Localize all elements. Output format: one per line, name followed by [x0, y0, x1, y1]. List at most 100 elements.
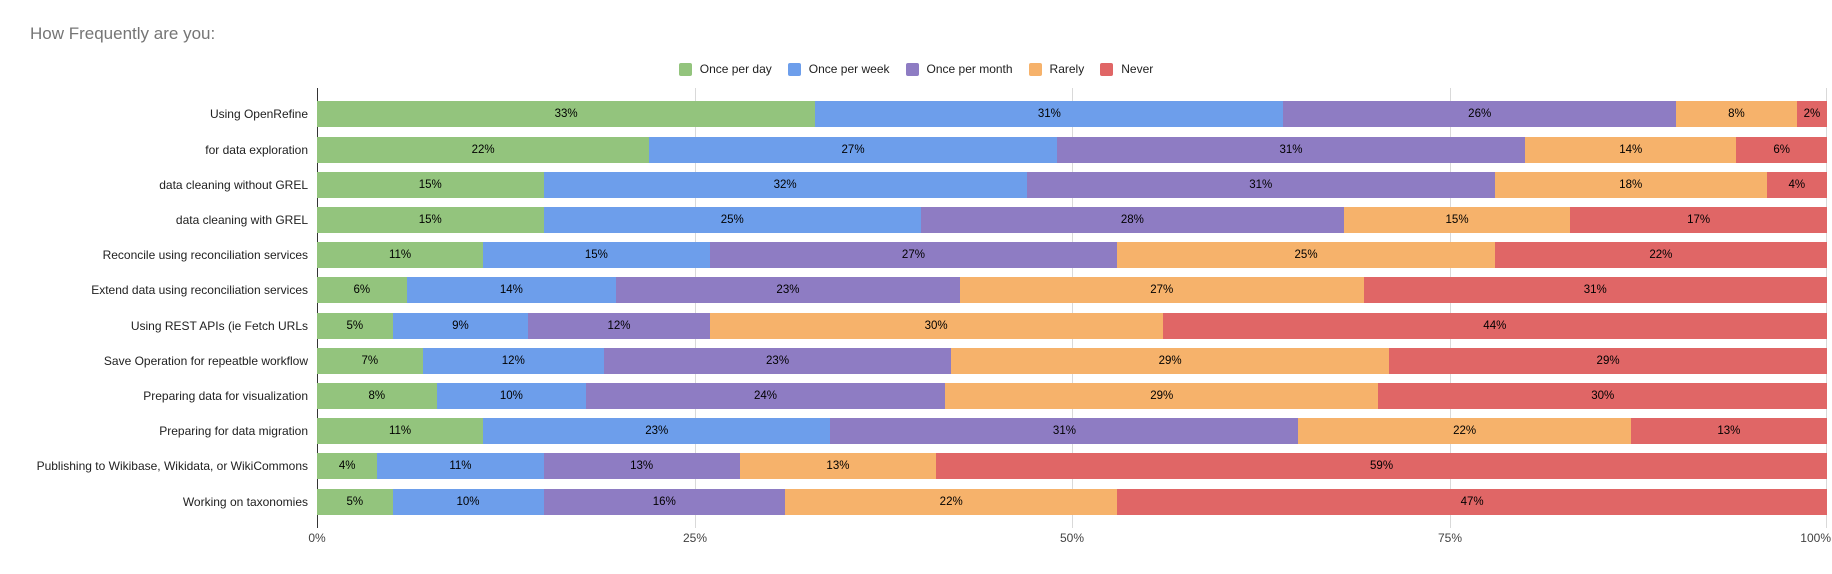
bar-segment-once-per-week[interactable]: 11%: [377, 453, 544, 480]
bar-segment-once-per-month[interactable]: 23%: [603, 347, 952, 374]
bar-segment-never[interactable]: 13%: [1630, 418, 1827, 445]
bar-segment-rarely[interactable]: 30%: [709, 312, 1163, 339]
bar-segment-once-per-month[interactable]: 13%: [543, 453, 740, 480]
bar-segment-rarely[interactable]: 13%: [739, 453, 937, 480]
x-tick-label: 0%: [308, 531, 326, 545]
category-label: Using OpenRefine: [209, 107, 308, 122]
x-tick-label: 50%: [1059, 531, 1085, 545]
bar-segment-never[interactable]: 31%: [1363, 277, 1827, 304]
bar-segment-once-per-week[interactable]: 10%: [392, 488, 544, 515]
bar-segment-once-per-month[interactable]: 31%: [1026, 171, 1495, 198]
bar-value-label: 15%: [1445, 214, 1469, 227]
bar-segment-once-per-week[interactable]: 14%: [406, 277, 617, 304]
bar-segment-once-per-month[interactable]: 28%: [921, 207, 1344, 234]
bar-value-label: 17%: [1687, 214, 1711, 227]
legend-item-rarely[interactable]: Rarely: [1028, 62, 1084, 76]
bar-segment-once-per-day[interactable]: 11%: [317, 418, 484, 445]
bar-segment-once-per-week[interactable]: 25%: [543, 207, 921, 234]
category-label: Preparing for data migration: [159, 424, 308, 439]
bar-row: Using REST APIs (ie Fetch URLs 5% 9% 12% 30%…: [0, 312, 1828, 339]
bar-row: Using OpenRefine 33% 31% 26% 8% 2%: [0, 101, 1827, 128]
axis-baseline: [317, 88, 318, 528]
bar-segment-rarely[interactable]: 27%: [959, 277, 1364, 304]
bar-segment-rarely[interactable]: 14%: [1525, 136, 1737, 163]
bar-segment-once-per-month[interactable]: 31%: [1056, 136, 1525, 163]
bar-segment-once-per-week[interactable]: 27%: [649, 136, 1057, 163]
bar-value-label: 6%: [1773, 143, 1791, 156]
bar-segment-never[interactable]: 47%: [1117, 488, 1827, 515]
bar-segment-never[interactable]: 22%: [1494, 242, 1827, 269]
category-label: Using REST APIs (ie Fetch URLs: [130, 318, 308, 333]
bar-row: Preparing for data migration 11% 23% 31% 22%…: [0, 418, 1827, 445]
bar-segment-once-per-week[interactable]: 32%: [543, 171, 1027, 198]
bar-segment-once-per-day[interactable]: 7%: [317, 347, 423, 374]
bar-segment-never[interactable]: 6%: [1736, 136, 1827, 163]
bar-value-label: 4%: [1788, 178, 1806, 191]
bar-segment-rarely[interactable]: 15%: [1343, 207, 1571, 234]
legend-swatch-icon: [1028, 62, 1042, 76]
bar-segment-once-per-week[interactable]: 12%: [422, 347, 604, 374]
bar-segment-once-per-month[interactable]: 12%: [528, 312, 710, 339]
bar-segment-once-per-day[interactable]: 15%: [317, 171, 544, 198]
bar-segment-rarely[interactable]: 25%: [1117, 242, 1495, 269]
bar-segment-never[interactable]: 2%: [1796, 101, 1827, 128]
bar-segment-once-per-day[interactable]: 4%: [317, 453, 378, 480]
bar-segment-once-per-day[interactable]: 15%: [317, 207, 544, 234]
bar-segment-once-per-month[interactable]: 23%: [616, 277, 960, 304]
bar-segment-never[interactable]: 4%: [1766, 171, 1827, 198]
bar-segment-once-per-week[interactable]: 9%: [392, 312, 529, 339]
bar-segment-never[interactable]: 17%: [1570, 207, 1827, 234]
bar-segment-once-per-week[interactable]: 23%: [483, 418, 831, 445]
bar-segment-never[interactable]: 30%: [1378, 382, 1827, 409]
bar-value-label: 22%: [1453, 425, 1477, 438]
bar-value-label: 29%: [1150, 389, 1174, 402]
legend-item-once-per-month[interactable]: Once per month: [905, 62, 1013, 76]
bar-stack: 7% 12% 23% 29% 29%: [317, 347, 1828, 374]
bar-segment-once-per-month[interactable]: 24%: [586, 382, 945, 409]
bar-segment-once-per-month[interactable]: 16%: [543, 488, 786, 515]
bar-value-label: 2%: [1803, 108, 1821, 121]
bar-segment-rarely[interactable]: 18%: [1494, 171, 1767, 198]
bar-segment-once-per-week[interactable]: 10%: [436, 382, 587, 409]
bar-segment-once-per-day[interactable]: 6%: [317, 277, 407, 304]
bar-value-label: 31%: [1249, 178, 1273, 191]
bar-segment-never[interactable]: 59%: [936, 453, 1827, 480]
bar-segment-once-per-day[interactable]: 33%: [317, 101, 816, 128]
legend-item-once-per-day[interactable]: Once per day: [678, 62, 772, 76]
bar-row: Publishing to Wikibase, Wikidata, or Wik…: [0, 453, 1827, 480]
bar-segment-once-per-day[interactable]: 22%: [317, 136, 650, 163]
bar-segment-once-per-month[interactable]: 27%: [709, 242, 1118, 269]
bar-value-label: 14%: [1619, 143, 1643, 156]
bar-segment-once-per-day[interactable]: 5%: [317, 312, 393, 339]
bar-value-label: 29%: [1158, 354, 1182, 367]
category-label: data cleaning with GREL: [175, 213, 308, 228]
legend-item-once-per-week[interactable]: Once per week: [787, 62, 890, 76]
bar-value-label: 31%: [1037, 108, 1061, 121]
bar-segment-rarely[interactable]: 29%: [944, 382, 1379, 409]
gridline: [1072, 88, 1073, 528]
bar-segment-never[interactable]: 44%: [1162, 312, 1828, 339]
bar-segment-once-per-month[interactable]: 31%: [830, 418, 1299, 445]
bar-segment-rarely[interactable]: 29%: [951, 347, 1390, 374]
legend: Once per day Once per week Once per month R…: [0, 62, 1832, 76]
bar-value-label: 47%: [1460, 495, 1484, 508]
bar-value-label: 30%: [924, 319, 948, 332]
bar-stack: 33% 31% 26% 8% 2%: [317, 101, 1827, 128]
bar-segment-once-per-week[interactable]: 31%: [815, 101, 1284, 128]
bar-value-label: 28%: [1120, 214, 1144, 227]
bar-segment-once-per-day[interactable]: 11%: [317, 242, 484, 269]
bar-value-label: 13%: [1717, 425, 1741, 438]
legend-item-never[interactable]: Never: [1100, 62, 1153, 76]
bar-segment-never[interactable]: 29%: [1389, 347, 1828, 374]
bar-row: for data exploration 22% 27% 31% 14% 6%: [0, 136, 1827, 163]
bar-segment-once-per-week[interactable]: 15%: [483, 242, 710, 269]
bar-segment-once-per-day[interactable]: 5%: [317, 488, 393, 515]
bar-segment-once-per-day[interactable]: 8%: [317, 382, 437, 409]
bar-segment-rarely[interactable]: 22%: [785, 488, 1118, 515]
bar-segment-rarely[interactable]: 22%: [1298, 418, 1631, 445]
gridlines-layer: [317, 88, 1827, 528]
legend-label: Once per day: [699, 62, 772, 76]
bar-stack: 4% 11% 13% 13% 59%: [317, 453, 1827, 480]
bar-segment-once-per-month[interactable]: 26%: [1283, 101, 1676, 128]
bar-segment-rarely[interactable]: 8%: [1675, 101, 1797, 128]
